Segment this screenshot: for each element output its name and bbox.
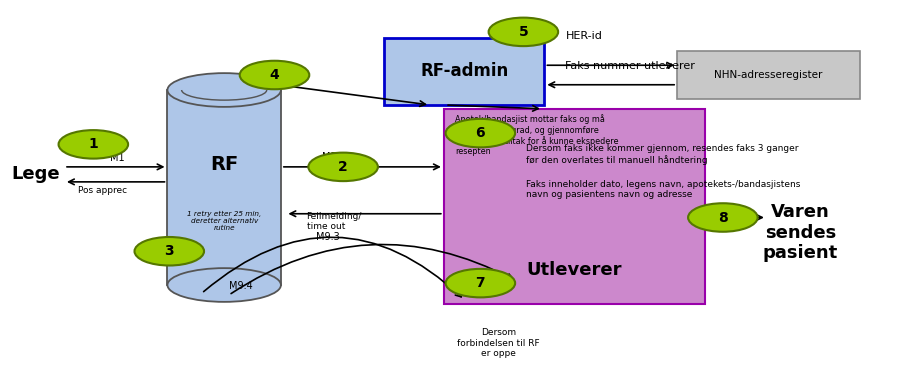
Text: 1: 1 xyxy=(89,137,98,152)
Text: M1: M1 xyxy=(110,153,124,163)
Text: Dersom
forbindelsen til RF
er oppe: Dersom forbindelsen til RF er oppe xyxy=(458,328,540,358)
Text: 5: 5 xyxy=(519,25,528,39)
Circle shape xyxy=(446,269,515,297)
Ellipse shape xyxy=(167,268,281,302)
Text: HER-id: HER-id xyxy=(565,31,602,40)
FancyBboxPatch shape xyxy=(384,38,544,105)
Text: Pos apprec: Pos apprec xyxy=(78,186,127,195)
Text: M9.3: M9.3 xyxy=(316,232,339,242)
Polygon shape xyxy=(167,90,281,285)
Text: Faks nummer utleverer: Faks nummer utleverer xyxy=(565,61,695,70)
Text: RF: RF xyxy=(210,156,238,174)
Text: Utleverer: Utleverer xyxy=(526,261,622,279)
Circle shape xyxy=(688,203,758,232)
Circle shape xyxy=(240,61,309,89)
Circle shape xyxy=(446,119,515,147)
Text: Varen
sendes
pasient: Varen sendes pasient xyxy=(763,203,838,262)
Text: 6: 6 xyxy=(476,126,485,140)
Text: Feilmelding/
time out: Feilmelding/ time out xyxy=(307,212,362,231)
Text: 7: 7 xyxy=(476,276,485,290)
Text: Faks inneholder dato, legens navn, apotekets-/bandasjistens
navn og pasientens n: Faks inneholder dato, legens navn, apote… xyxy=(526,180,801,200)
Ellipse shape xyxy=(167,73,281,107)
Text: 3: 3 xyxy=(165,244,174,258)
Text: 4: 4 xyxy=(270,68,279,82)
Text: RF-admin: RF-admin xyxy=(420,62,509,80)
Text: Apotek/bandasjist mottar faks og må
vurdere hastegrad, og gjennomføre
nødvendige: Apotek/bandasjist mottar faks og må vurd… xyxy=(455,114,619,156)
Text: 2: 2 xyxy=(339,160,348,174)
FancyBboxPatch shape xyxy=(444,109,705,304)
Text: M9.4: M9.4 xyxy=(229,280,253,291)
Circle shape xyxy=(59,130,128,159)
Text: Lege: Lege xyxy=(11,165,59,183)
Text: Dersom faks ikke kommer gjennom, resendes faks 3 ganger
før den overlates til ma: Dersom faks ikke kommer gjennom, resende… xyxy=(526,144,799,165)
Text: M21: M21 xyxy=(322,152,343,162)
FancyBboxPatch shape xyxy=(677,51,860,99)
Circle shape xyxy=(135,237,204,266)
Circle shape xyxy=(308,153,378,181)
Text: 1 retry etter 25 min,
deretter alternativ
rutine: 1 retry etter 25 min, deretter alternati… xyxy=(187,211,262,231)
Text: 8: 8 xyxy=(718,210,727,225)
Text: NHN-adresseregister: NHN-adresseregister xyxy=(715,70,823,80)
Circle shape xyxy=(489,18,558,46)
